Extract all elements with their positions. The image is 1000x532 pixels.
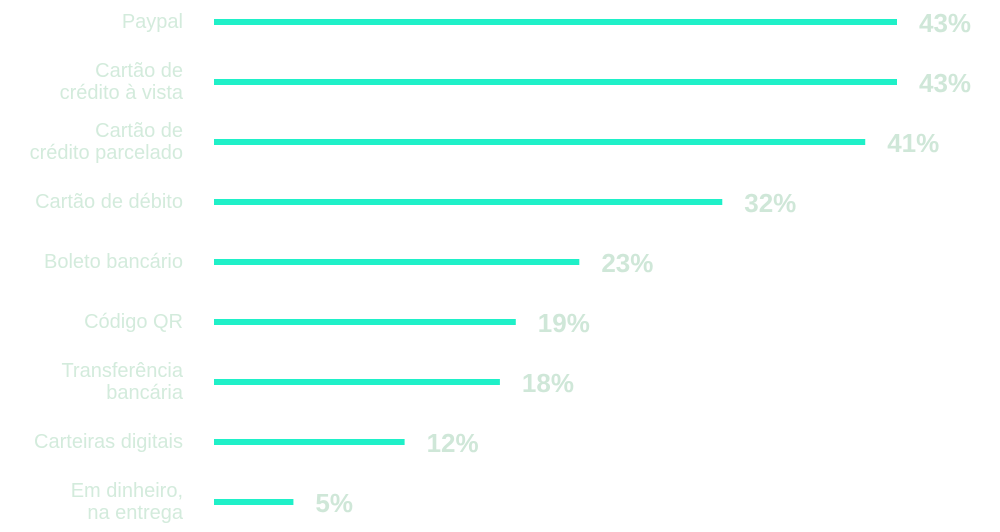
value-label: 18% xyxy=(521,368,574,398)
value-label: 19% xyxy=(537,308,590,338)
category-label: Carteiras digitais xyxy=(34,431,183,453)
bar xyxy=(214,139,866,145)
value-label: 5% xyxy=(315,488,353,518)
bar xyxy=(214,499,294,505)
value-label: 32% xyxy=(744,188,797,218)
bar xyxy=(214,259,580,265)
bar xyxy=(214,319,516,325)
bar xyxy=(214,199,723,205)
category-label: Cartão de crédito à vista xyxy=(59,60,183,104)
value-label: 43% xyxy=(919,8,972,38)
value-label: 12% xyxy=(426,428,479,458)
category-label: Cartão de crédito parcelado xyxy=(29,120,183,164)
value-label: 41% xyxy=(887,128,940,158)
category-label: Paypal xyxy=(121,11,183,33)
bar xyxy=(214,79,897,85)
category-label: Boleto bancário xyxy=(44,251,183,273)
bar xyxy=(214,379,500,385)
category-label: Em dinheiro, na entrega xyxy=(70,480,183,524)
value-label: 43% xyxy=(919,68,972,98)
category-label: Cartão de débito xyxy=(35,191,183,213)
category-label: Código QR xyxy=(84,311,183,333)
value-label: 23% xyxy=(601,248,654,278)
bar xyxy=(214,439,405,445)
bar xyxy=(214,19,897,25)
category-label: Transferência bancária xyxy=(61,360,183,404)
